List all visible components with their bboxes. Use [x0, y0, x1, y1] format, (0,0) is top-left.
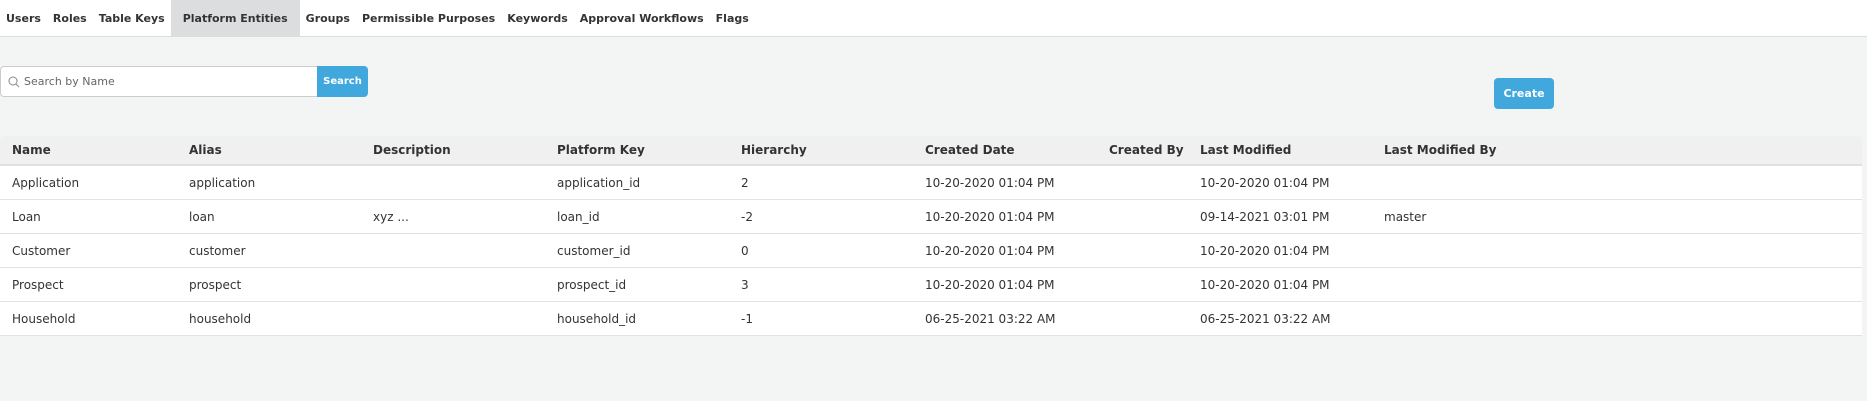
tab-flags[interactable]: Flags — [715, 11, 749, 25]
column-header[interactable]: Created By — [1109, 143, 1184, 157]
tab-bar: Users Roles Table Keys Platform Entities Gro… — [0, 0, 1867, 37]
table-row[interactable]: Customer customer customer_id 0 10-20-2020 0… — [0, 234, 1862, 268]
table-cell: customer_id — [557, 243, 631, 258]
table-cell: loan — [189, 209, 215, 224]
tab-permissible-purposes[interactable]: Permissible Purposes — [361, 11, 496, 25]
table-cell: 10-20-2020 01:04 PM — [925, 243, 1055, 258]
column-header[interactable]: Description — [373, 143, 451, 157]
tab-table-keys[interactable]: Table Keys — [98, 11, 165, 25]
table-cell: 10-20-2020 01:04 PM — [925, 175, 1055, 190]
table-cell: 06-25-2021 03:22 AM — [925, 311, 1056, 326]
tab-groups[interactable]: Groups — [305, 11, 350, 25]
search-field[interactable] — [0, 66, 317, 97]
table-cell: Loan — [12, 209, 41, 224]
table-cell: Application — [12, 175, 80, 190]
table-header: Name Alias Description Platform Key Hierarch… — [0, 136, 1862, 166]
table-cell: customer — [189, 243, 246, 258]
search-icon — [8, 76, 20, 87]
table-cell: prospect — [189, 277, 242, 292]
table-row[interactable]: Application application application_id 2 10-… — [0, 166, 1862, 200]
search-button[interactable]: Search — [317, 66, 368, 97]
table-cell: 10-20-2020 01:04 PM — [925, 209, 1055, 224]
table-cell: 10-20-2020 01:04 PM — [1200, 277, 1330, 292]
table-cell: xyz ... — [373, 209, 409, 224]
entities-table: Name Alias Description Platform Key Hierarch… — [0, 136, 1862, 336]
table-cell: 2 — [741, 175, 749, 190]
table-cell: household — [189, 311, 252, 326]
table-cell: 06-25-2021 03:22 AM — [1200, 311, 1331, 326]
tab-platform-entities[interactable]: Platform Entities — [170, 0, 300, 36]
column-header[interactable]: Hierarchy — [741, 143, 807, 157]
tab-roles[interactable]: Roles — [52, 11, 87, 25]
table-row[interactable]: Household household household_id -1 06-25-20… — [0, 302, 1862, 336]
table-cell: -2 — [741, 209, 753, 224]
table-cell: Household — [12, 311, 76, 326]
table-cell: 10-20-2020 01:04 PM — [1200, 243, 1330, 258]
column-header[interactable]: Alias — [189, 143, 222, 157]
column-header[interactable]: Last Modified — [1200, 143, 1292, 157]
table-cell: 0 — [741, 243, 749, 258]
table-cell: loan_id — [557, 209, 600, 224]
table-cell: prospect_id — [557, 277, 627, 292]
column-header[interactable]: Platform Key — [557, 143, 645, 157]
table-cell: master — [1384, 209, 1427, 224]
search-bar: Search — [0, 66, 368, 97]
create-button[interactable]: Create — [1494, 78, 1554, 109]
column-header[interactable]: Name — [12, 143, 51, 157]
table-cell: application_id — [557, 175, 641, 190]
tab-keywords[interactable]: Keywords — [507, 11, 568, 25]
search-input[interactable] — [24, 75, 304, 88]
column-header[interactable]: Last Modified By — [1384, 143, 1497, 157]
column-header[interactable]: Created Date — [925, 143, 1015, 157]
table-row[interactable]: Loan loan xyz ... loan_id -2 10-20-2020 01:04… — [0, 200, 1862, 234]
tab-approval-workflows[interactable]: Approval Workflows — [579, 11, 704, 25]
table-cell: -1 — [741, 311, 753, 326]
table-cell: 10-20-2020 01:04 PM — [925, 277, 1055, 292]
table-cell: Customer — [12, 243, 71, 258]
table-row[interactable]: Prospect prospect prospect_id 3 10-20-2020 0… — [0, 268, 1862, 302]
table-cell: application — [189, 175, 256, 190]
table-cell: 3 — [741, 277, 749, 292]
tab-users[interactable]: Users — [6, 11, 41, 25]
table-cell: household_id — [557, 311, 637, 326]
table-cell: 09-14-2021 03:01 PM — [1200, 209, 1330, 224]
table-cell: Prospect — [12, 277, 64, 292]
table-cell: 10-20-2020 01:04 PM — [1200, 175, 1330, 190]
